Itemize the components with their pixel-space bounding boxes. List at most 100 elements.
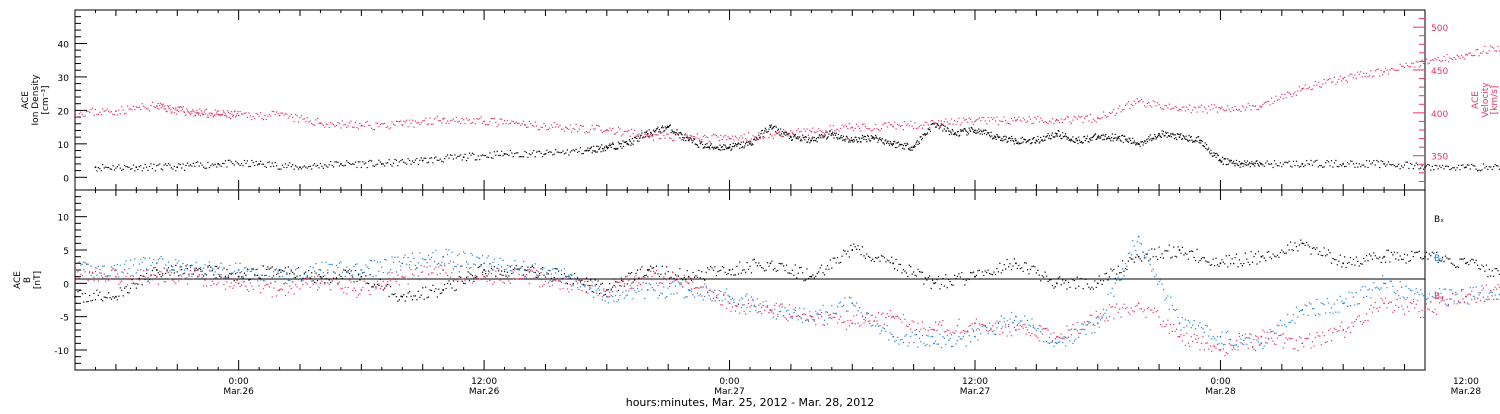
by-dot bbox=[849, 297, 850, 298]
bx-dot bbox=[1489, 269, 1490, 270]
density-dot bbox=[665, 128, 666, 129]
by-dot bbox=[353, 266, 354, 267]
bx-dot bbox=[741, 273, 742, 274]
by-dot bbox=[1381, 287, 1382, 288]
velocity-dot bbox=[453, 118, 454, 119]
velocity-dot bbox=[687, 135, 688, 136]
bx-dot bbox=[678, 275, 679, 276]
velocity-dot bbox=[180, 106, 181, 107]
by-dot bbox=[1158, 281, 1159, 282]
velocity-dot bbox=[1229, 109, 1230, 110]
by-dot bbox=[1131, 254, 1132, 255]
by-dot bbox=[671, 293, 672, 294]
velocity-dot bbox=[789, 133, 790, 134]
velocity-dot bbox=[437, 116, 438, 117]
velocity-dot bbox=[513, 121, 514, 122]
by-dot bbox=[130, 260, 131, 261]
bx-dot bbox=[136, 288, 137, 289]
density-dot bbox=[1370, 163, 1371, 164]
velocity-dot bbox=[180, 110, 181, 111]
velocity-dot bbox=[425, 118, 426, 119]
bx-dot bbox=[1375, 255, 1376, 256]
density-dot bbox=[146, 167, 147, 168]
density-point bbox=[95, 166, 97, 168]
bx-dot bbox=[431, 290, 432, 291]
density-dot bbox=[272, 163, 273, 164]
density-dot bbox=[219, 164, 220, 165]
density-dot bbox=[454, 154, 455, 155]
velocity-point bbox=[688, 137, 690, 139]
velocity-dot bbox=[234, 111, 235, 112]
bx-dot bbox=[540, 268, 541, 269]
density-dot bbox=[168, 163, 169, 164]
by-dot bbox=[121, 271, 122, 272]
density-dot bbox=[859, 138, 860, 139]
velocity-dot bbox=[922, 128, 923, 129]
by-dot bbox=[1378, 288, 1379, 289]
velocity-dot bbox=[247, 117, 248, 118]
density-dot bbox=[457, 156, 458, 157]
by-dot bbox=[142, 262, 143, 263]
bx-dot bbox=[1058, 278, 1059, 279]
density-dot bbox=[185, 165, 186, 166]
density-dot bbox=[1111, 137, 1112, 138]
velocity-dot bbox=[1004, 116, 1005, 117]
bx-dot bbox=[1369, 254, 1370, 255]
bx-dot bbox=[207, 267, 208, 268]
by-dot bbox=[828, 317, 829, 318]
bx-dot bbox=[529, 271, 530, 272]
by-dot bbox=[622, 292, 623, 293]
by-dot bbox=[437, 264, 438, 265]
by-dot bbox=[1331, 307, 1332, 308]
density-dot bbox=[613, 144, 614, 145]
by-dot bbox=[1194, 320, 1195, 321]
by-dot bbox=[571, 285, 572, 286]
velocity-dot bbox=[1484, 46, 1485, 47]
density-dot bbox=[472, 153, 473, 154]
density-point bbox=[606, 146, 608, 148]
bx-dot bbox=[266, 269, 267, 270]
velocity-dot bbox=[1023, 117, 1024, 118]
bx-dot bbox=[1176, 256, 1177, 257]
velocity-dot bbox=[446, 123, 447, 124]
by-dot bbox=[1242, 343, 1243, 344]
velocity-dot bbox=[370, 125, 371, 126]
velocity-dot bbox=[573, 128, 574, 129]
density-dot bbox=[1286, 162, 1287, 163]
bx-dot bbox=[961, 272, 962, 273]
bx-dot bbox=[650, 266, 651, 267]
density-dot bbox=[1042, 140, 1043, 141]
bx-dot bbox=[1017, 268, 1018, 269]
velocity-dot bbox=[193, 115, 194, 116]
velocity-dot bbox=[241, 113, 242, 114]
velocity-dot bbox=[317, 118, 318, 119]
bx-dot bbox=[1464, 258, 1465, 259]
bx-dot bbox=[505, 276, 506, 277]
by-dot bbox=[1346, 298, 1347, 299]
density-dot bbox=[633, 140, 634, 141]
velocity-dot bbox=[189, 112, 190, 113]
bx-dot bbox=[1332, 258, 1333, 259]
bx-dot bbox=[1069, 287, 1070, 288]
bx-dot bbox=[900, 264, 901, 265]
density-dot bbox=[1001, 140, 1002, 141]
velocity-dot bbox=[535, 121, 536, 122]
density-dot bbox=[750, 141, 751, 142]
density-dot bbox=[1133, 142, 1134, 143]
density-dot bbox=[1495, 164, 1496, 165]
bx-dot bbox=[1366, 255, 1367, 256]
density-dot bbox=[1122, 135, 1123, 136]
velocity-dot bbox=[812, 127, 813, 128]
velocity-dot bbox=[1026, 122, 1027, 123]
by-dot bbox=[872, 325, 873, 326]
velocity-dot bbox=[1151, 107, 1152, 108]
velocity-dot bbox=[820, 130, 821, 131]
density-dot bbox=[622, 148, 623, 149]
by-dot bbox=[1186, 325, 1187, 326]
bx-dot bbox=[200, 269, 201, 270]
velocity-dot bbox=[609, 128, 610, 129]
by-dot bbox=[485, 271, 486, 272]
by-dot bbox=[931, 336, 932, 337]
bx-dot bbox=[307, 275, 308, 276]
bx-dot bbox=[1278, 257, 1279, 258]
